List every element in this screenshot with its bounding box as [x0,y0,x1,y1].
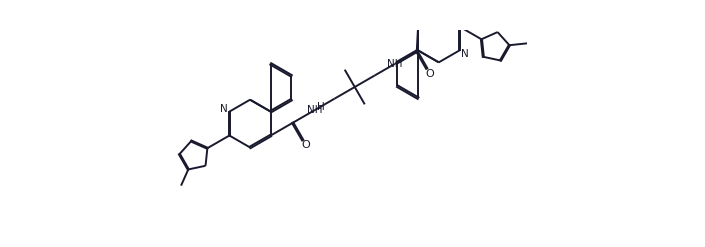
Text: N: N [461,48,469,59]
Text: NH: NH [307,105,322,115]
Text: NH: NH [387,59,403,69]
Text: O: O [426,69,434,79]
Text: O: O [302,141,310,150]
Text: N: N [220,103,228,114]
Text: H: H [317,102,324,112]
